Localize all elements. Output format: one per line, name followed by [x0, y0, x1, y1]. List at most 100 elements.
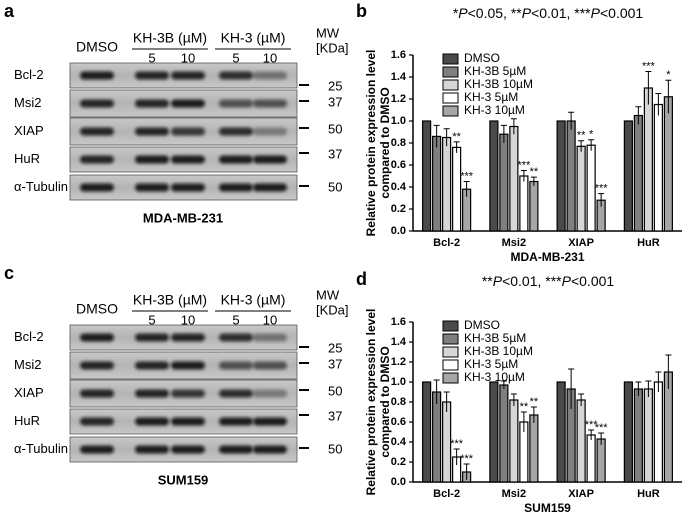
- dose-label: 10: [181, 312, 195, 327]
- bar: [499, 384, 509, 483]
- legend-swatch: [442, 346, 459, 358]
- significance: ***: [642, 60, 656, 72]
- title-part: <0.05, **: [468, 5, 523, 21]
- y-axis-label: compared to DMSO: [378, 346, 392, 457]
- blot-band: [80, 445, 114, 454]
- error-bar: [665, 354, 672, 389]
- x-tick-label: HuR: [637, 488, 660, 500]
- y-axis-label: Relative protein expression level: [364, 309, 378, 496]
- error-bar: [568, 368, 575, 409]
- bar: [653, 103, 663, 232]
- blot-band: [253, 183, 287, 192]
- error-bar: [510, 118, 517, 135]
- blot-band: [219, 71, 253, 80]
- significance: *: [666, 69, 671, 81]
- protein-label: XIAP: [14, 123, 44, 138]
- blot-band: [135, 183, 169, 192]
- bar: [422, 381, 432, 483]
- chart-title: *P<0.05, **P<0.01, ***P<0.001: [453, 5, 644, 21]
- legend-swatch: [442, 320, 459, 332]
- protein-label: α-Tubulin: [14, 179, 68, 194]
- x-tick-label: HuR: [637, 237, 660, 249]
- dose-label: 10: [263, 312, 277, 327]
- blot-band: [80, 361, 114, 370]
- bar: [653, 381, 663, 483]
- y-tick-label: 0.2: [391, 203, 406, 215]
- blot-band: [80, 333, 114, 342]
- y-tick-label: 1.4: [391, 71, 407, 83]
- significance: **: [577, 130, 586, 142]
- error-bar: [578, 393, 585, 406]
- mw-label: 37: [328, 94, 342, 109]
- group-label: KH-3 (µM): [221, 292, 286, 308]
- blot-band: [171, 99, 205, 108]
- blot-band: [135, 127, 169, 136]
- protein-label: HuR: [14, 151, 40, 166]
- mw-header: [KDa]: [316, 302, 349, 317]
- bar: [529, 414, 539, 483]
- blot-band: [135, 71, 169, 80]
- bar: [566, 120, 576, 232]
- title-part: P: [522, 5, 532, 21]
- y-tick-label: 0.8: [391, 137, 406, 149]
- bar: [596, 438, 606, 483]
- legend-swatch: [442, 333, 459, 345]
- blot-band: [171, 445, 205, 454]
- title-part: *: [453, 5, 459, 21]
- y-tick-label: 1.6: [391, 49, 406, 61]
- mw-label: 37: [328, 146, 342, 161]
- bar: [586, 434, 596, 483]
- bar: [633, 114, 643, 232]
- error-bar: [665, 79, 672, 114]
- mw-header: MW: [316, 25, 340, 40]
- x-axis-label: MDA-MB-231: [510, 250, 584, 264]
- y-tick-label: 0.4: [391, 436, 407, 448]
- bar: [432, 135, 442, 232]
- x-tick-label: Msi2: [502, 488, 526, 500]
- error-bar: [510, 393, 517, 406]
- legend-label: DMSO: [464, 51, 500, 65]
- bar: [556, 381, 566, 483]
- significance: **: [520, 401, 529, 413]
- blot-band: [219, 183, 253, 192]
- blot-band: [171, 361, 205, 370]
- x-axis-label: SUM159: [524, 501, 571, 513]
- blot-band: [219, 445, 253, 454]
- significance: **: [530, 396, 539, 408]
- protein-label: Msi2: [14, 357, 41, 372]
- error-bar: [463, 181, 470, 197]
- legend-swatch: [442, 372, 459, 384]
- legend-swatch: [442, 79, 459, 91]
- title-part: <0.001: [600, 5, 643, 21]
- blot-band: [135, 445, 169, 454]
- y-axis-label: Relative protein expression level: [364, 50, 378, 237]
- error-bar: [578, 140, 585, 152]
- bar: [499, 133, 509, 232]
- x-tick-label: XIAP: [568, 237, 594, 249]
- blot-band: [253, 127, 287, 136]
- error-bar: [635, 381, 642, 396]
- mw-label: 25: [328, 78, 342, 93]
- cell-line: MDA-MB-231: [143, 210, 223, 225]
- y-tick-label: 0.6: [391, 416, 406, 428]
- blot-band: [253, 417, 287, 426]
- legend-swatch: [442, 92, 459, 104]
- error-bar: [645, 71, 652, 105]
- protein-label: Bcl-2: [14, 329, 44, 344]
- title-part: P: [591, 5, 601, 21]
- panel-letter: a: [4, 1, 15, 21]
- mw-label: 50: [328, 441, 342, 456]
- bar: [623, 381, 633, 483]
- bar: [422, 120, 432, 232]
- blot-band: [171, 71, 205, 80]
- blot-band: [135, 361, 169, 370]
- bar: [489, 120, 499, 232]
- legend-swatch: [442, 66, 459, 78]
- bar: [489, 381, 499, 483]
- significance: ***: [595, 422, 609, 434]
- blot-band: [171, 417, 205, 426]
- blot-band: [80, 99, 114, 108]
- protein-label: HuR: [14, 413, 40, 428]
- bar: [633, 388, 643, 483]
